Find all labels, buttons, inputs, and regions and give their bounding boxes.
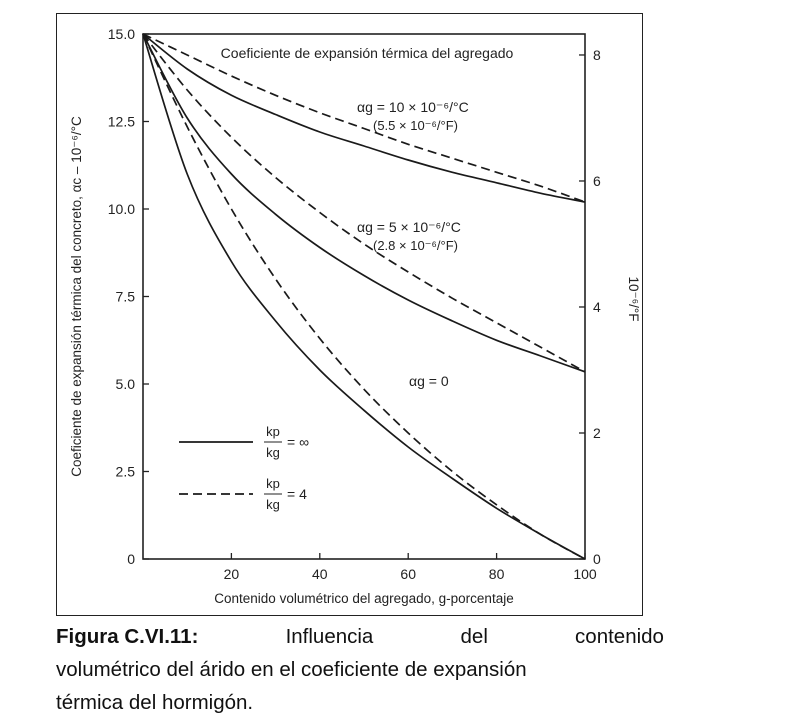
caption-label: Figura C.VI.11:: [56, 625, 199, 648]
x-tick-label: 40: [312, 566, 328, 582]
figure-frame: 0 2.5 5.0 7.5 10.0 12.5 15.0 20 40 60 80 100 0 2 4 6 8 Co…: [56, 13, 643, 616]
caption-line-1: Figura C.VI.11: Influencia del contenido: [56, 620, 664, 653]
y2-tick-label: 4: [593, 299, 601, 315]
chart-title: Coeficiente de expansión térmica del agr…: [221, 45, 514, 61]
annotation-ag10-line2: (5.5 × 10⁻⁶/°F): [373, 118, 458, 133]
series-line-dashed-4: [142, 33, 586, 373]
legend-denominator: kg: [266, 497, 280, 512]
y-tick-label: 12.5: [108, 114, 135, 130]
x-tick-label: 80: [489, 566, 505, 582]
series-line-solid-3: [142, 33, 586, 373]
annotation-ag5-line2: (2.8 × 10⁻⁶/°F): [373, 238, 458, 253]
legend-numerator: kp: [266, 476, 280, 491]
figure-caption: Figura C.VI.11: Influencia del contenido…: [56, 620, 664, 719]
annotation-ag5-line1: αg = 5 × 10⁻⁶/°C: [357, 219, 461, 235]
y-tick-label: 7.5: [116, 289, 136, 305]
caption-line-2: volumétrico del árido en el coeficiente …: [56, 658, 527, 681]
caption-word: Influencia: [285, 625, 374, 648]
caption-word: del: [460, 625, 488, 648]
series-line-dashed-2: [142, 33, 586, 203]
y2-tick-label: 2: [593, 425, 601, 441]
y2-tick-label: 6: [593, 173, 601, 189]
y-tick-label: 2.5: [116, 464, 136, 480]
y2-tick-label: 0: [593, 551, 601, 567]
series-line-solid-5: [142, 33, 586, 560]
annotation-ag0: αg = 0: [409, 373, 449, 389]
y-axis-label: Coeficiente de expansión térmica del con…: [69, 116, 84, 477]
x-tick-label: 20: [224, 566, 240, 582]
y-tick-label: 10.0: [108, 201, 135, 217]
legend-denominator: kg: [266, 445, 280, 460]
y-tick-label: 0: [127, 551, 135, 567]
x-tick-label: 60: [400, 566, 416, 582]
annotation-ag10-line1: αg = 10 × 10⁻⁶/°C: [357, 99, 469, 115]
y2-axis-label: 10⁻⁶/°F: [626, 276, 641, 321]
caption-word: contenido: [575, 625, 664, 648]
chart: 02.55.07.510.012.515.020 40 60 80 10002468Co…: [69, 26, 641, 606]
y-tick-label: 5.0: [116, 376, 136, 392]
legend-numerator: kp: [266, 424, 280, 439]
y-tick-label: 15.0: [108, 26, 135, 42]
legend-value: = ∞: [287, 434, 309, 450]
x-axis-label: Contenido volumétrico del agregado, g-po…: [214, 591, 513, 606]
legend-value: = 4: [287, 486, 307, 502]
y2-tick-label: 8: [593, 47, 601, 63]
series-line-solid-1: [142, 33, 586, 203]
x-tick-label: 100: [573, 566, 597, 582]
series-line-dashed-6: [142, 33, 586, 560]
caption-line-3: térmica del hormigón.: [56, 691, 254, 714]
